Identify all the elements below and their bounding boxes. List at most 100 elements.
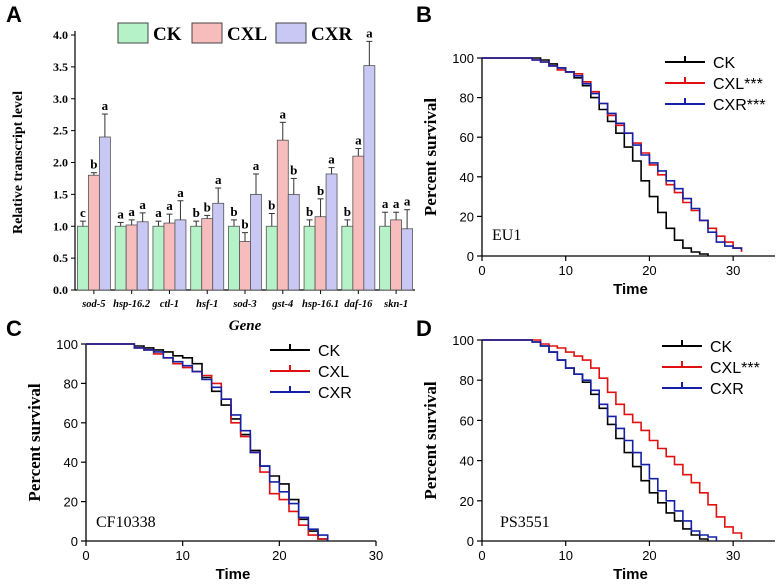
significance-letter: b [90, 157, 97, 172]
legend-line [270, 344, 310, 351]
significance-letter: a [128, 204, 135, 219]
significance-letter: a [355, 132, 362, 147]
y-tick-label: 0.0 [53, 283, 68, 297]
significance-letter: a [117, 206, 124, 221]
legend-a: CK CXL CXR [117, 22, 352, 45]
significance-letter: b [268, 198, 275, 213]
legend-label: CXR [710, 381, 744, 398]
y-tick-label: 40 [460, 454, 474, 469]
x-tick-label: gst-4 [271, 299, 293, 310]
significance-letter: a [139, 197, 146, 212]
y-tick-label: 60 [460, 130, 474, 145]
x-axis-title: Gene [229, 318, 262, 334]
survival-curve [86, 343, 329, 541]
survival-curve [482, 339, 743, 539]
significance-letter: a [280, 106, 287, 121]
legend-label: CXR*** [713, 97, 765, 114]
x-tick-label: 10 [558, 263, 572, 278]
strain-annotation: EU1 [492, 227, 521, 244]
bar [276, 139, 289, 291]
significance-letter: a [382, 196, 389, 211]
legend-label: CK [153, 24, 182, 45]
y-axis-title: Percent survival [25, 383, 44, 501]
x-axis-title: Time [216, 566, 251, 583]
bar [87, 174, 100, 291]
y-tick-label: 1.5 [53, 187, 68, 201]
legend-swatch [117, 22, 149, 44]
y-tick-label: 100 [452, 51, 474, 66]
significance-letter: c [80, 205, 86, 220]
y-tick-label: 100 [452, 333, 474, 348]
y-tick-label: 1.0 [53, 219, 68, 233]
bar [201, 218, 214, 291]
bar [287, 193, 300, 291]
bar [379, 225, 392, 291]
bar [352, 155, 365, 291]
bar [152, 225, 165, 291]
panel-label-b: B [416, 2, 432, 27]
significance-letter: a [177, 185, 184, 200]
legend-label: CXL [227, 24, 267, 45]
legend-line [270, 386, 310, 393]
legend-label: CXR [311, 24, 352, 45]
bar [174, 219, 187, 291]
significance-letter: b [230, 204, 237, 219]
strain-annotation: PS3551 [500, 514, 550, 531]
bar [250, 193, 262, 291]
y-tick-label: 60 [460, 413, 474, 428]
y-tick-label: 20 [64, 495, 78, 510]
bar [401, 228, 414, 291]
bar [76, 225, 89, 291]
legend-line [662, 340, 702, 347]
panel-a: A 0.0 0.5 1.0 1.5 2.0 2.5 3.0 3.5 4.0 Relative tra… [6, 2, 415, 334]
bar [190, 225, 203, 291]
significance-letter: a [404, 194, 411, 209]
x-tick-label: 10 [175, 548, 189, 563]
survival-curve [482, 57, 743, 251]
legend-label: CXL*** [710, 360, 760, 377]
significance-letter: b [290, 162, 297, 177]
significance-letter: a [366, 25, 373, 40]
significance-letter: a [102, 98, 109, 113]
significance-letter: a [155, 205, 162, 220]
bar [341, 225, 354, 291]
bar [314, 216, 327, 291]
significance-letter: a [393, 196, 400, 211]
significance-letter: a [215, 172, 222, 187]
x-tick-label: skn-1 [383, 299, 408, 310]
legend-line [270, 365, 310, 372]
panel-label-a: A [6, 2, 22, 27]
bar [363, 65, 376, 291]
y-tick-label: 80 [460, 91, 474, 106]
legend-swatch [191, 22, 223, 44]
x-tick-label: 0 [82, 548, 89, 563]
survival-curve [86, 343, 329, 541]
bar [325, 173, 338, 291]
x-tick-label: 30 [726, 548, 740, 563]
legend-label: CK [318, 343, 341, 360]
y-tick-label: 3.0 [53, 92, 68, 106]
panel-b: B 0 20 40 60 80 100 0 10 20 30 Percent survival Time… [416, 2, 775, 298]
legend-label: CXR [318, 385, 352, 402]
bar [239, 241, 251, 291]
y-axis-title: Percent survival [421, 381, 440, 499]
y-tick-label: 4.0 [53, 28, 68, 42]
y-tick-label: 20 [460, 494, 474, 509]
x-tick-label: 20 [272, 548, 286, 563]
bar [114, 225, 127, 291]
x-tick-label: 30 [726, 263, 740, 278]
bar [98, 136, 111, 291]
y-tick-label: 0 [467, 249, 474, 264]
legend-label: CXL [318, 364, 349, 381]
x-tick-label: hsp-16.2 [113, 299, 151, 310]
x-tick-label: hsp-16.1 [302, 299, 339, 310]
legend-label: CK [710, 339, 733, 356]
bar [163, 222, 176, 291]
x-tick-label: 0 [478, 263, 485, 278]
y-axis-title: Percent survival [421, 98, 440, 216]
x-tick-label: 30 [369, 548, 383, 563]
bar [265, 225, 278, 291]
y-tick-label: 40 [460, 170, 474, 185]
legend-c: CK CXL CXR [270, 343, 352, 402]
y-tick-label: 100 [56, 337, 78, 352]
